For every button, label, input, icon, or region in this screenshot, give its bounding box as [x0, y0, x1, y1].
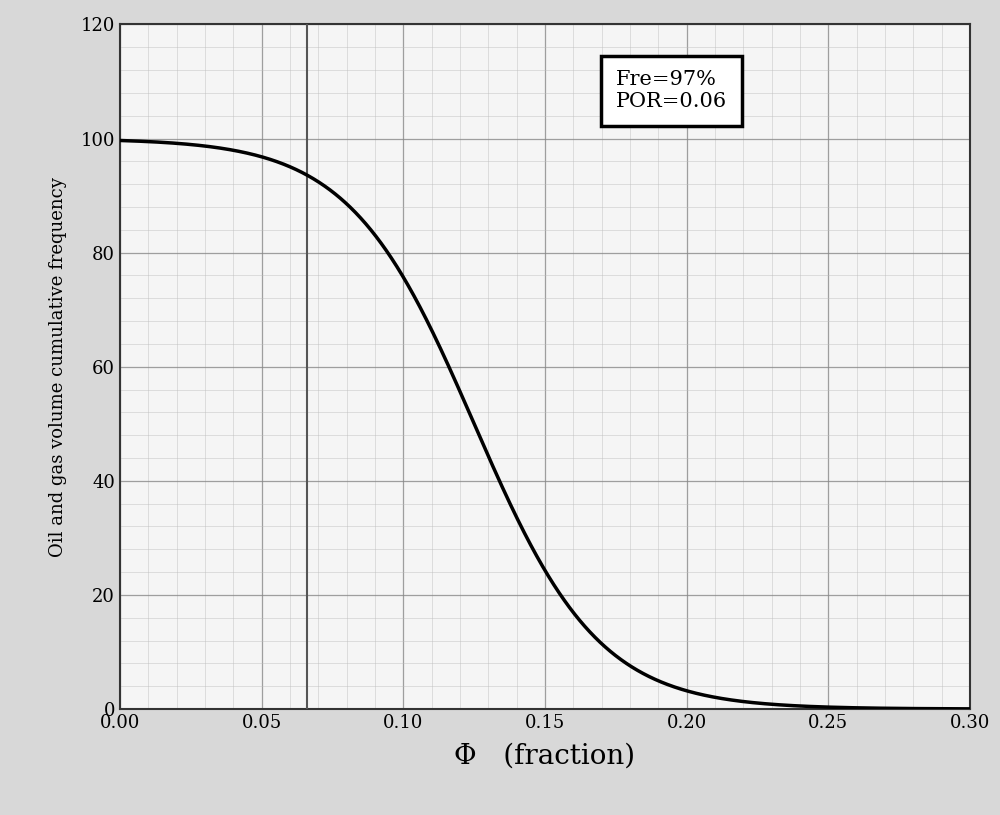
Y-axis label: Oil and gas volume cumulative frequency: Oil and gas volume cumulative frequency [49, 177, 67, 557]
X-axis label: Φ   (fraction): Φ (fraction) [454, 743, 636, 770]
Text: Fre=97%
POR=0.06: Fre=97% POR=0.06 [616, 70, 727, 111]
